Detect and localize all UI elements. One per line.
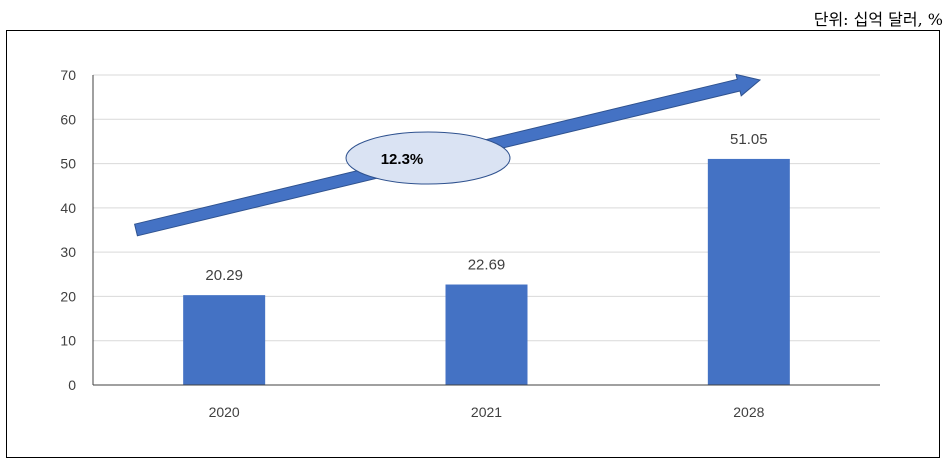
growth-ellipse xyxy=(345,131,511,185)
x-tick-label: 2020 xyxy=(209,404,240,420)
bars xyxy=(183,158,790,385)
labels: 0 10 20 30 40 50 60 70 20.29 2020 22.69 2021 51.05 20… xyxy=(60,67,767,420)
y-tick-label: 20 xyxy=(60,288,76,304)
y-tick-label: 0 xyxy=(68,377,76,393)
y-tick-label: 50 xyxy=(60,156,76,172)
data-label: 20.29 xyxy=(205,267,243,284)
growth-rate-label: 12.3% xyxy=(381,151,424,168)
x-tick-label: 2028 xyxy=(733,404,764,420)
y-tick-label: 30 xyxy=(60,244,76,260)
y-tick-label: 60 xyxy=(60,111,76,127)
bar xyxy=(445,284,528,385)
chart-frame xyxy=(6,30,940,458)
unit-label: 단위: 십억 달러, % xyxy=(813,10,943,29)
growth-annotation: 12.3% xyxy=(133,73,762,237)
y-tick-label: 10 xyxy=(60,333,76,349)
axes xyxy=(92,75,880,386)
data-label: 22.69 xyxy=(468,257,506,274)
bar xyxy=(183,295,266,385)
y-tick-label: 70 xyxy=(60,67,76,83)
x-tick-label: 2021 xyxy=(471,404,502,420)
data-label: 51.05 xyxy=(730,131,768,148)
y-tick-label: 40 xyxy=(60,200,76,216)
bar xyxy=(707,158,790,385)
